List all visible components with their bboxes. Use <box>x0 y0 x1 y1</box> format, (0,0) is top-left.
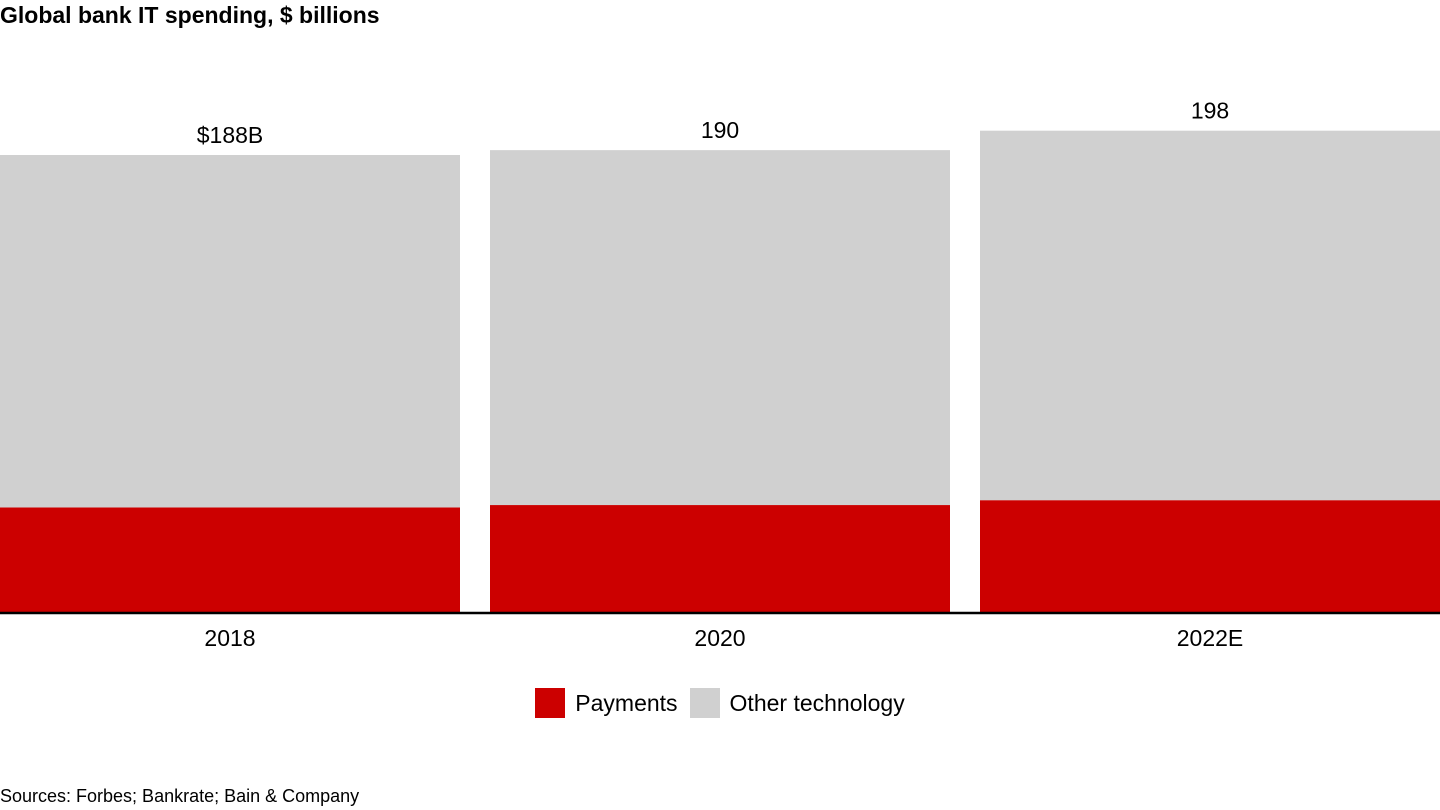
legend-label-other-technology: Other technology <box>729 689 905 716</box>
bar-payments-2022E <box>980 500 1440 612</box>
bar-payments-2020 <box>490 505 950 612</box>
x-tick-label-2022E: 2022E <box>1177 625 1244 651</box>
bar-other-technology-2018 <box>0 155 460 508</box>
bar-payments-2018 <box>0 507 460 612</box>
x-tick-label-2018: 2018 <box>204 625 255 651</box>
total-label-2018: $188B <box>197 122 264 148</box>
total-label-2020: 190 <box>701 117 739 143</box>
x-tick-label-2020: 2020 <box>694 625 745 651</box>
total-label-2022E: 198 <box>1191 98 1229 124</box>
legend-swatch-payments <box>535 688 566 718</box>
legend-label-payments: Payments <box>575 689 678 716</box>
bar-other-technology-2022E <box>980 130 1440 501</box>
stacked-bar-chart: $188B 2018 190 2020 198 2022E <box>0 98 1440 651</box>
bar-other-technology-2020 <box>490 150 950 506</box>
source-note: Sources: Forbes; Bankrate; Bain & Compan… <box>0 786 360 806</box>
legend-item-other-technology: Other technology <box>689 688 905 718</box>
legend: Payments Other technology <box>0 688 1440 718</box>
chart-title: Global bank IT spending, $ billions <box>0 2 380 28</box>
legend-swatch-other-technology <box>689 688 720 718</box>
legend-item-payments: Payments <box>535 688 678 718</box>
